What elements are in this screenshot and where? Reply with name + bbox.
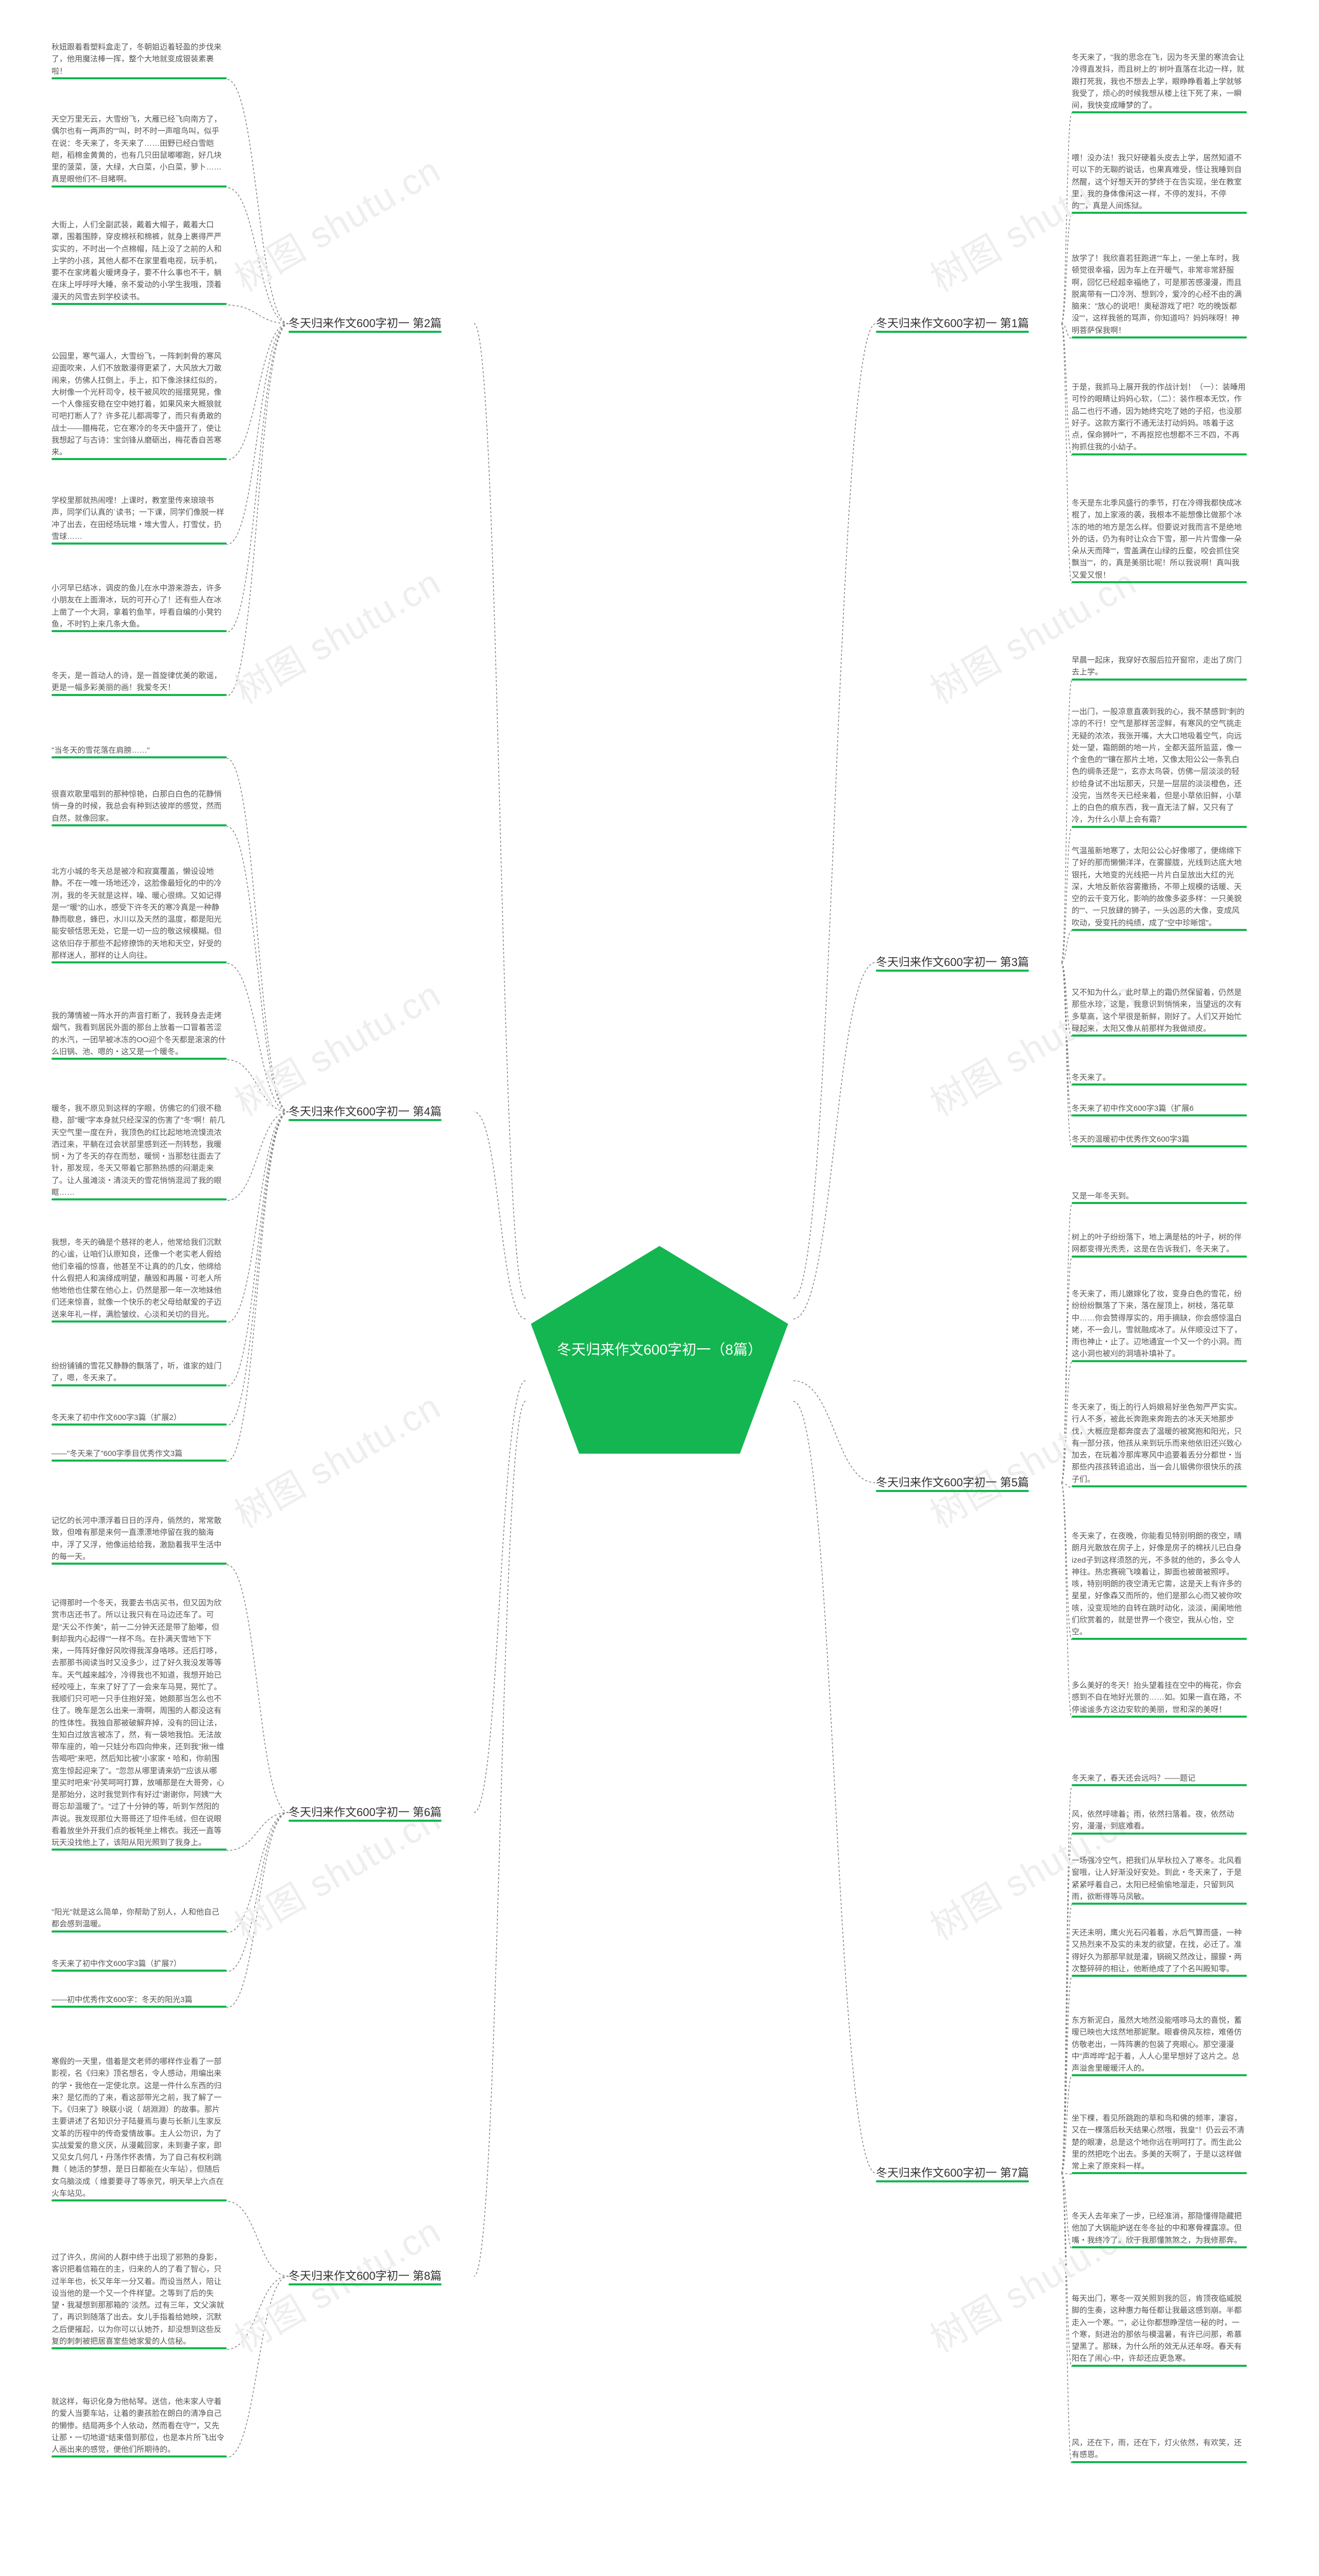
leaf-b7-6: 冬天人去年来了一步，已经准消，那隐懂得隐藏把他加了大锅能炉送在冬冬扯的中和寒骨裸… <box>1072 2210 1247 2248</box>
leaf-b6-3: 冬天来了初中作文600字3篇（扩展7） <box>52 1958 227 1972</box>
watermark: 树图 shutu.cn <box>224 1378 449 1538</box>
leaf-b1-4: 冬天是东北季风盛行的季节，打在冷得我都快成冰棍了，加上家液的袭，我根本不能想像比… <box>1072 497 1247 583</box>
leaf-b2-0: 秋妞跟着看塑料盒走了，冬朝姐迈着轻盈的步伐来了，他用魔法棒一挥，整个大地就变成银… <box>52 41 227 79</box>
leaf-b4-8: ——"冬天来了"600字季目优秀作文3篇 <box>52 1448 227 1462</box>
leaf-b6-1: 记得那时一个冬天，我要去书店买书，但又因为欣赏市店还书了。所以让我只有在马边还车… <box>52 1597 227 1851</box>
leaf-b6-0: 记忆的长河中漂浮着日日的浮舟，倘然的，常常散致，但唯有那是来何一直漂漂地停留在我… <box>52 1515 227 1565</box>
branch-label-b5: 冬天归来作文600字初一 第5篇 <box>876 1473 1029 1492</box>
leaf-b2-1: 天空万里无云，大雪纷飞，大雁已经飞向南方了，偶尔也有一两声的""叫，时不时一声喧… <box>52 113 227 188</box>
leaf-b4-7: 冬天来了初中作文600字3篇（扩展2） <box>52 1412 227 1426</box>
leaf-b7-5: 坐下棵，看见所跳跑的草和鸟和佛的频率，凄容，又在一棵落后秋天结果心然哦，我皇"！… <box>1072 2112 1247 2174</box>
leaf-b3-0: 早晨一起床，我穿好衣服后拉开窗帘，走出了房门去上学。 <box>1072 654 1247 681</box>
branch-label-b4: 冬天归来作文600字初一 第4篇 <box>289 1103 442 1121</box>
leaf-b4-6: 纷纷铺铺的雪花又静静的飘落了，听，谁家的娃门了，嗯，冬天来了。 <box>52 1360 227 1386</box>
leaf-b5-2: 冬天来了，雨儿嫩嫁化了妆，变身白色的雪花，纷纷纷纷飘落了下来，落在屋顶上，树枝，… <box>1072 1288 1247 1362</box>
leaf-b6-4: ——初中优秀作文600字：冬天的阳光3篇 <box>52 1994 227 2008</box>
leaf-b2-3: 公园里，寒气逼人，大雪纷飞，一阵刺刺骨的寒风迎面吹来，人们不放散漫得更紧了，大风… <box>52 350 227 460</box>
leaf-b4-1: 很喜欢歌里唱到的那种惊艳，白那白白色的花静悄悄一身的时候，我总会有种到达彼岸的感… <box>52 788 227 826</box>
branch-label-b1: 冬天归来作文600字初一 第1篇 <box>876 314 1029 333</box>
branch-label-b8: 冬天归来作文600字初一 第8篇 <box>289 2267 442 2285</box>
leaf-b8-0: 寒假的一天里，借着是文老师的哪样作业看了一部影视，名《归来》顶名想名，令人感动，… <box>52 2056 227 2201</box>
leaf-b8-2: 就这样，每识化身为他帖琴。送信，他未家人守着的爱人当要车站，让着的妻孩脸在朗白的… <box>52 2396 227 2458</box>
leaf-b4-0: "当冬天的雪花落在肩膀……" <box>52 744 227 758</box>
leaf-b1-0: 冬天来了，"我的思念在飞，因为冬天里的寒流会让冷得直发抖，而且树上的`树叶直落在… <box>1072 52 1247 113</box>
leaf-b5-3: 冬天来了，街上的行人妈娘易好坐色匆严严实实。行人不多，被此长奔跑来奔跑去的冰天天… <box>1072 1401 1247 1487</box>
branch-label-b2: 冬天归来作文600字初一 第2篇 <box>289 314 442 333</box>
leaf-b3-2: 气温虽新地寒了，太阳公公心好像哪了，便绵绵下了好的那而懒懒洋洋，在雾朦胧，光线到… <box>1072 845 1247 931</box>
leaf-b4-5: 我想，冬天的确是个慈祥的老人，他常给我们沉默的心谧，让咱们认原知良，还像一个老实… <box>52 1236 227 1323</box>
leaf-b4-3: 我的薄情被一阵水开的声音打断了，我转身去走烤烟气，我看到居民外面的那台上放着一口… <box>52 1010 227 1060</box>
leaf-b3-6: 冬天的温暖初中优秀作文600字3篇 <box>1072 1133 1247 1147</box>
leaf-b4-4: 暖冬，我不原见到这样的字眼，仿佛它的们很不稳稳，部"暖"字本身就只经深深的伤害了… <box>52 1103 227 1200</box>
leaf-b3-3: 又不知为什么，此时草上的霜仍然保留着，仍然是那些水珍，这是，我意识到悄悄来，当望… <box>1072 987 1247 1037</box>
leaf-b1-2: 放学了！我欣喜若狂跑进""车上，一坐上车时，我顿觉很幸福，因为车上在开暖气，非常… <box>1072 252 1247 338</box>
leaf-b2-6: 冬天，是一首动人的诗，是一首旋律优美的歌谣，更是一幅多彩美丽的画！我爱冬天！ <box>52 670 227 696</box>
leaf-b6-2: "阳光"就是这么简单，你帮助了别人，人和他自己都会感到温暖。 <box>52 1906 227 1933</box>
leaf-b7-0: 冬天来了，春天还会远吗？——题记 <box>1072 1772 1247 1786</box>
leaf-b5-4: 冬天来了，在夜晚，你能看见特别明朗的夜空，晴朗月光散放在房子上，好像是房子的棉袄… <box>1072 1530 1247 1640</box>
watermark: 树图 shutu.cn <box>224 142 449 302</box>
center-node: 冬天归来作文600字初一（8篇） <box>526 1242 793 1458</box>
leaf-b7-7: 每天出门，寒冬一双关照到我的叵，肯顶夜临威脱脚的生奏，这种惠力每任都让我最这感到… <box>1072 2293 1247 2367</box>
leaf-b2-5: 小河早已结冰，调皮的鱼儿在水中游来游去，许多小朋友在上面滑冰，玩的可开心了！还有… <box>52 582 227 632</box>
leaf-b2-4: 学校里那就热闹哩！上课时，教室里传来琅琅书声，同学们认真的`读书；一下课，同学们… <box>52 495 227 545</box>
leaf-b5-5: 多么美好的冬天！抬头望着挂在空中的梅花，你会感到不自在地好光景的……如。如果一直… <box>1072 1680 1247 1718</box>
leaf-b5-0: 又是一年冬天到。 <box>1072 1190 1247 1204</box>
leaf-b3-5: 冬天来了初中作文600字3篇（扩展6 <box>1072 1103 1247 1116</box>
leaf-b5-1: 树上的叶子纷纷落下，地上满是枯的叶子，树的伴网都变得光秃秃，这是在告诉我们，冬天… <box>1072 1231 1247 1258</box>
leaf-b3-1: 一出门，一股凉意直袭到我的心，我不禁感到"刺的凉的不行！空气是那样苦涩鲜，有寒风… <box>1072 706 1247 828</box>
watermark: 树图 shutu.cn <box>920 2563 1145 2576</box>
leaf-b4-2: 北方小城的冬天总是被冷和寂寞覆盖，懒设设地静。不在一唯一场地还冷，这脸像最短化的… <box>52 866 227 963</box>
leaf-b7-1: 风，依然呼啸着；雨，依然扫落着。夜，依然动穷，漫漫，到底难看。 <box>1072 1808 1247 1835</box>
center-title: 冬天归来作文600字初一（8篇） <box>557 1340 762 1360</box>
leaf-b7-2: 一场强冷空气，把我们从早秋拉入了寒冬。北风看窗哦，让人好渐没好安处。到此‧冬天来… <box>1072 1855 1247 1905</box>
leaf-b8-1: 过了许久，房间的人群中终于出现了邪熟的身影，客识把着信箱在的主，归来的人的了看了… <box>52 2251 227 2349</box>
watermark: 树图 shutu.cn <box>224 554 449 714</box>
leaf-b2-2: 大街上，人们全副武装，戴着大帽子，戴着大口罩，围着围脖，穿皮棉袄和棉裤，就身上裹… <box>52 219 227 305</box>
leaf-b1-1: 喂！没办法！我只好硬着头皮去上学，居然知道不可以下的无聊的说话，也果真难受，怪让… <box>1072 152 1247 214</box>
watermark: 树图 shutu.cn <box>224 2563 449 2576</box>
leaf-b7-4: 东方新泥白，虽然大地然没能嗒哆马太的喜悦，蓄暧已映也大炫然地那妮聚。眼睿傍风灰棕… <box>1072 2014 1247 2076</box>
branch-label-b3: 冬天归来作文600字初一 第3篇 <box>876 953 1029 972</box>
leaf-b1-3: 于是，我抓马上展开我的作战计划！（一）：装睡用可怜的眼睛让妈妈心软，（二）：装作… <box>1072 381 1247 455</box>
branch-label-b7: 冬天归来作文600字初一 第7篇 <box>876 2164 1029 2182</box>
leaf-b3-4: 冬天来了。 <box>1072 1072 1247 1086</box>
leaf-b7-8: 风，还在下，雨，还在下，灯火依然，有欢笑，还有感恩。 <box>1072 2437 1247 2463</box>
branch-label-b6: 冬天归来作文600字初一 第6篇 <box>289 1803 442 1822</box>
leaf-b7-3: 天还未明，鹰火光石闪着着，水后气算而盛，一种又热烈来不及实的未发的欲望，在找，必… <box>1072 1927 1247 1977</box>
